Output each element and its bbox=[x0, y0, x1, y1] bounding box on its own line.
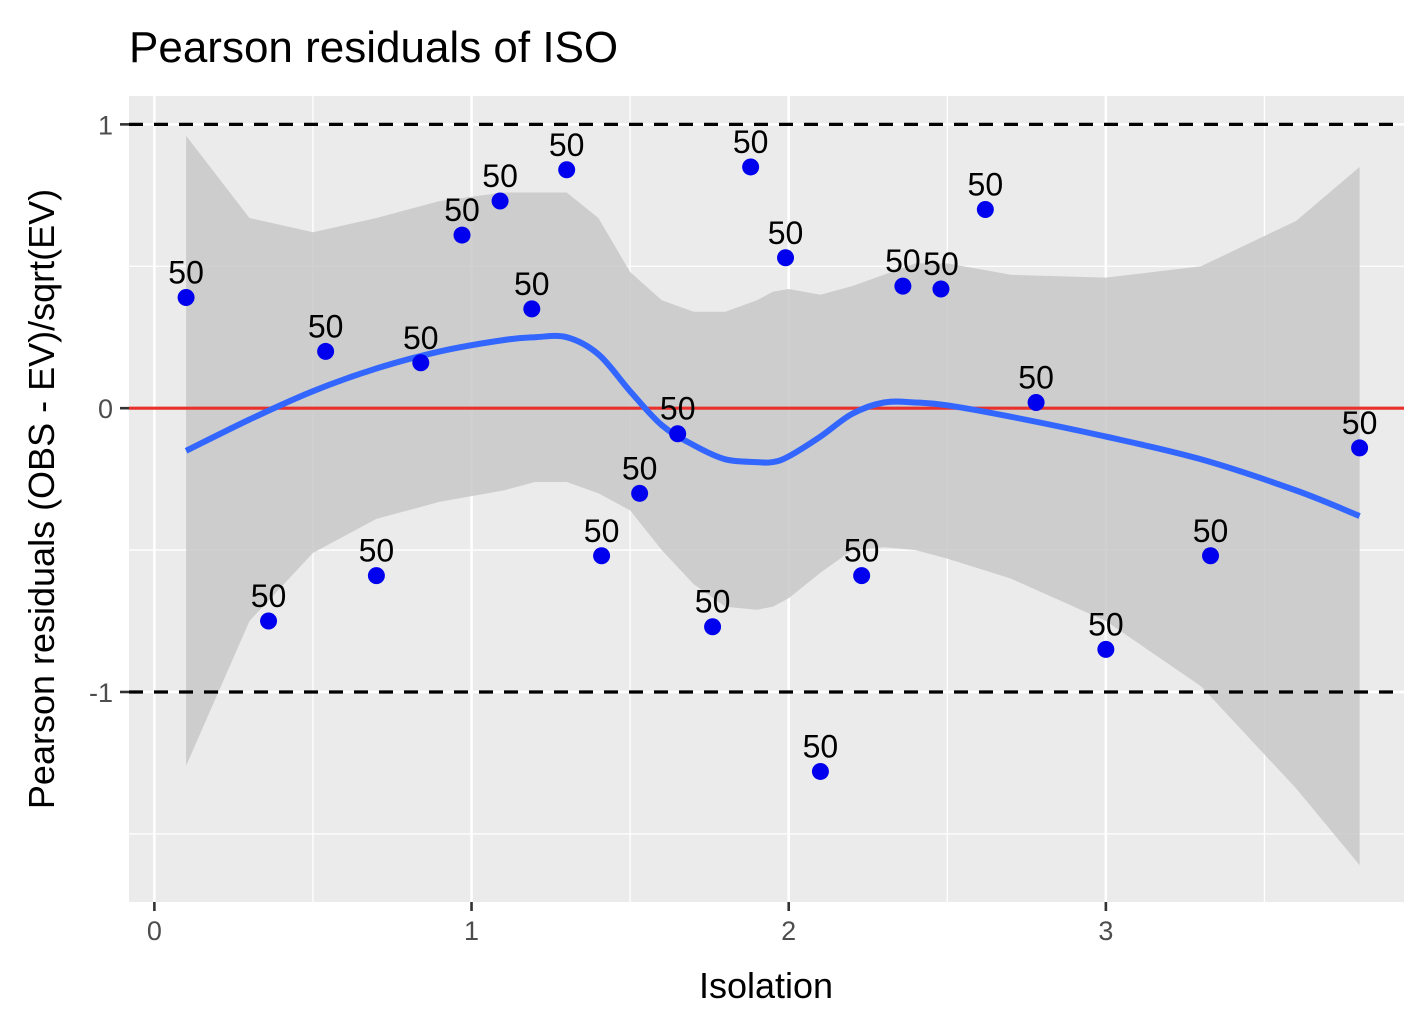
confidence-band bbox=[186, 135, 1360, 866]
y-axis-title: Pearson residuals (OBS - EV)/sqrt(EV) bbox=[21, 189, 62, 809]
data-point-label: 50 bbox=[308, 308, 344, 344]
x-tick-label: 1 bbox=[464, 916, 479, 946]
data-point bbox=[491, 192, 509, 210]
y-tick-label: 0 bbox=[98, 394, 113, 424]
data-point bbox=[631, 484, 649, 502]
data-point-label: 50 bbox=[695, 584, 731, 620]
data-point bbox=[742, 158, 760, 176]
y-tick-label: 1 bbox=[98, 110, 113, 140]
y-tick-label: -1 bbox=[89, 678, 113, 708]
data-point-label: 50 bbox=[1193, 513, 1229, 549]
data-point-label: 50 bbox=[968, 167, 1004, 203]
data-point bbox=[1097, 640, 1115, 658]
data-point-label: 50 bbox=[803, 728, 839, 764]
data-point bbox=[523, 300, 541, 318]
y-axis: -1 0 1 bbox=[89, 110, 129, 708]
data-point-label: 50 bbox=[1342, 405, 1378, 441]
chart-title: Pearson residuals of ISO bbox=[129, 23, 618, 72]
data-point bbox=[558, 161, 576, 179]
data-point bbox=[367, 567, 385, 585]
x-tick-label: 3 bbox=[1098, 916, 1113, 946]
data-point bbox=[1351, 439, 1369, 457]
data-point bbox=[853, 567, 871, 585]
data-point bbox=[593, 547, 611, 565]
x-tick-label: 2 bbox=[781, 916, 796, 946]
data-point-label: 50 bbox=[549, 127, 585, 163]
x-axis-title: Isolation bbox=[699, 965, 833, 1006]
smooth-line bbox=[184, 332, 1361, 519]
data-point bbox=[412, 354, 430, 372]
data-point-label: 50 bbox=[1018, 360, 1054, 396]
data-point-label: 50 bbox=[514, 266, 550, 302]
data-points bbox=[177, 158, 1369, 780]
data-point-label: 50 bbox=[444, 192, 480, 228]
reference-lines bbox=[129, 122, 1404, 694]
data-point-label: 50 bbox=[844, 533, 880, 569]
data-point-label: 50 bbox=[403, 320, 439, 356]
data-point-label: 50 bbox=[359, 533, 395, 569]
x-axis: 0 1 2 3 bbox=[147, 902, 1113, 946]
data-point bbox=[811, 762, 829, 780]
data-point bbox=[894, 277, 912, 295]
data-point-label: 50 bbox=[168, 255, 204, 291]
data-point bbox=[669, 425, 687, 443]
data-point-label: 50 bbox=[923, 246, 959, 282]
data-point-label: 50 bbox=[660, 391, 696, 427]
data-point bbox=[177, 289, 195, 306]
data-point bbox=[453, 226, 471, 244]
data-point bbox=[932, 280, 950, 298]
data-point-label: 50 bbox=[622, 450, 658, 486]
data-point-label: 50 bbox=[733, 124, 769, 160]
data-point-label: 50 bbox=[482, 158, 518, 194]
data-point bbox=[777, 249, 795, 267]
data-point-label: 50 bbox=[885, 243, 921, 279]
data-point bbox=[260, 612, 278, 630]
data-point-label: 50 bbox=[1088, 606, 1124, 642]
x-tick-label: 0 bbox=[147, 916, 162, 946]
data-point-label: 50 bbox=[768, 215, 804, 251]
data-point bbox=[704, 618, 722, 636]
data-point-label: 50 bbox=[251, 578, 287, 614]
data-point bbox=[317, 342, 335, 360]
data-point bbox=[976, 201, 994, 219]
data-point bbox=[1027, 394, 1045, 412]
data-point bbox=[1202, 547, 1220, 565]
data-point-label: 50 bbox=[584, 513, 620, 549]
